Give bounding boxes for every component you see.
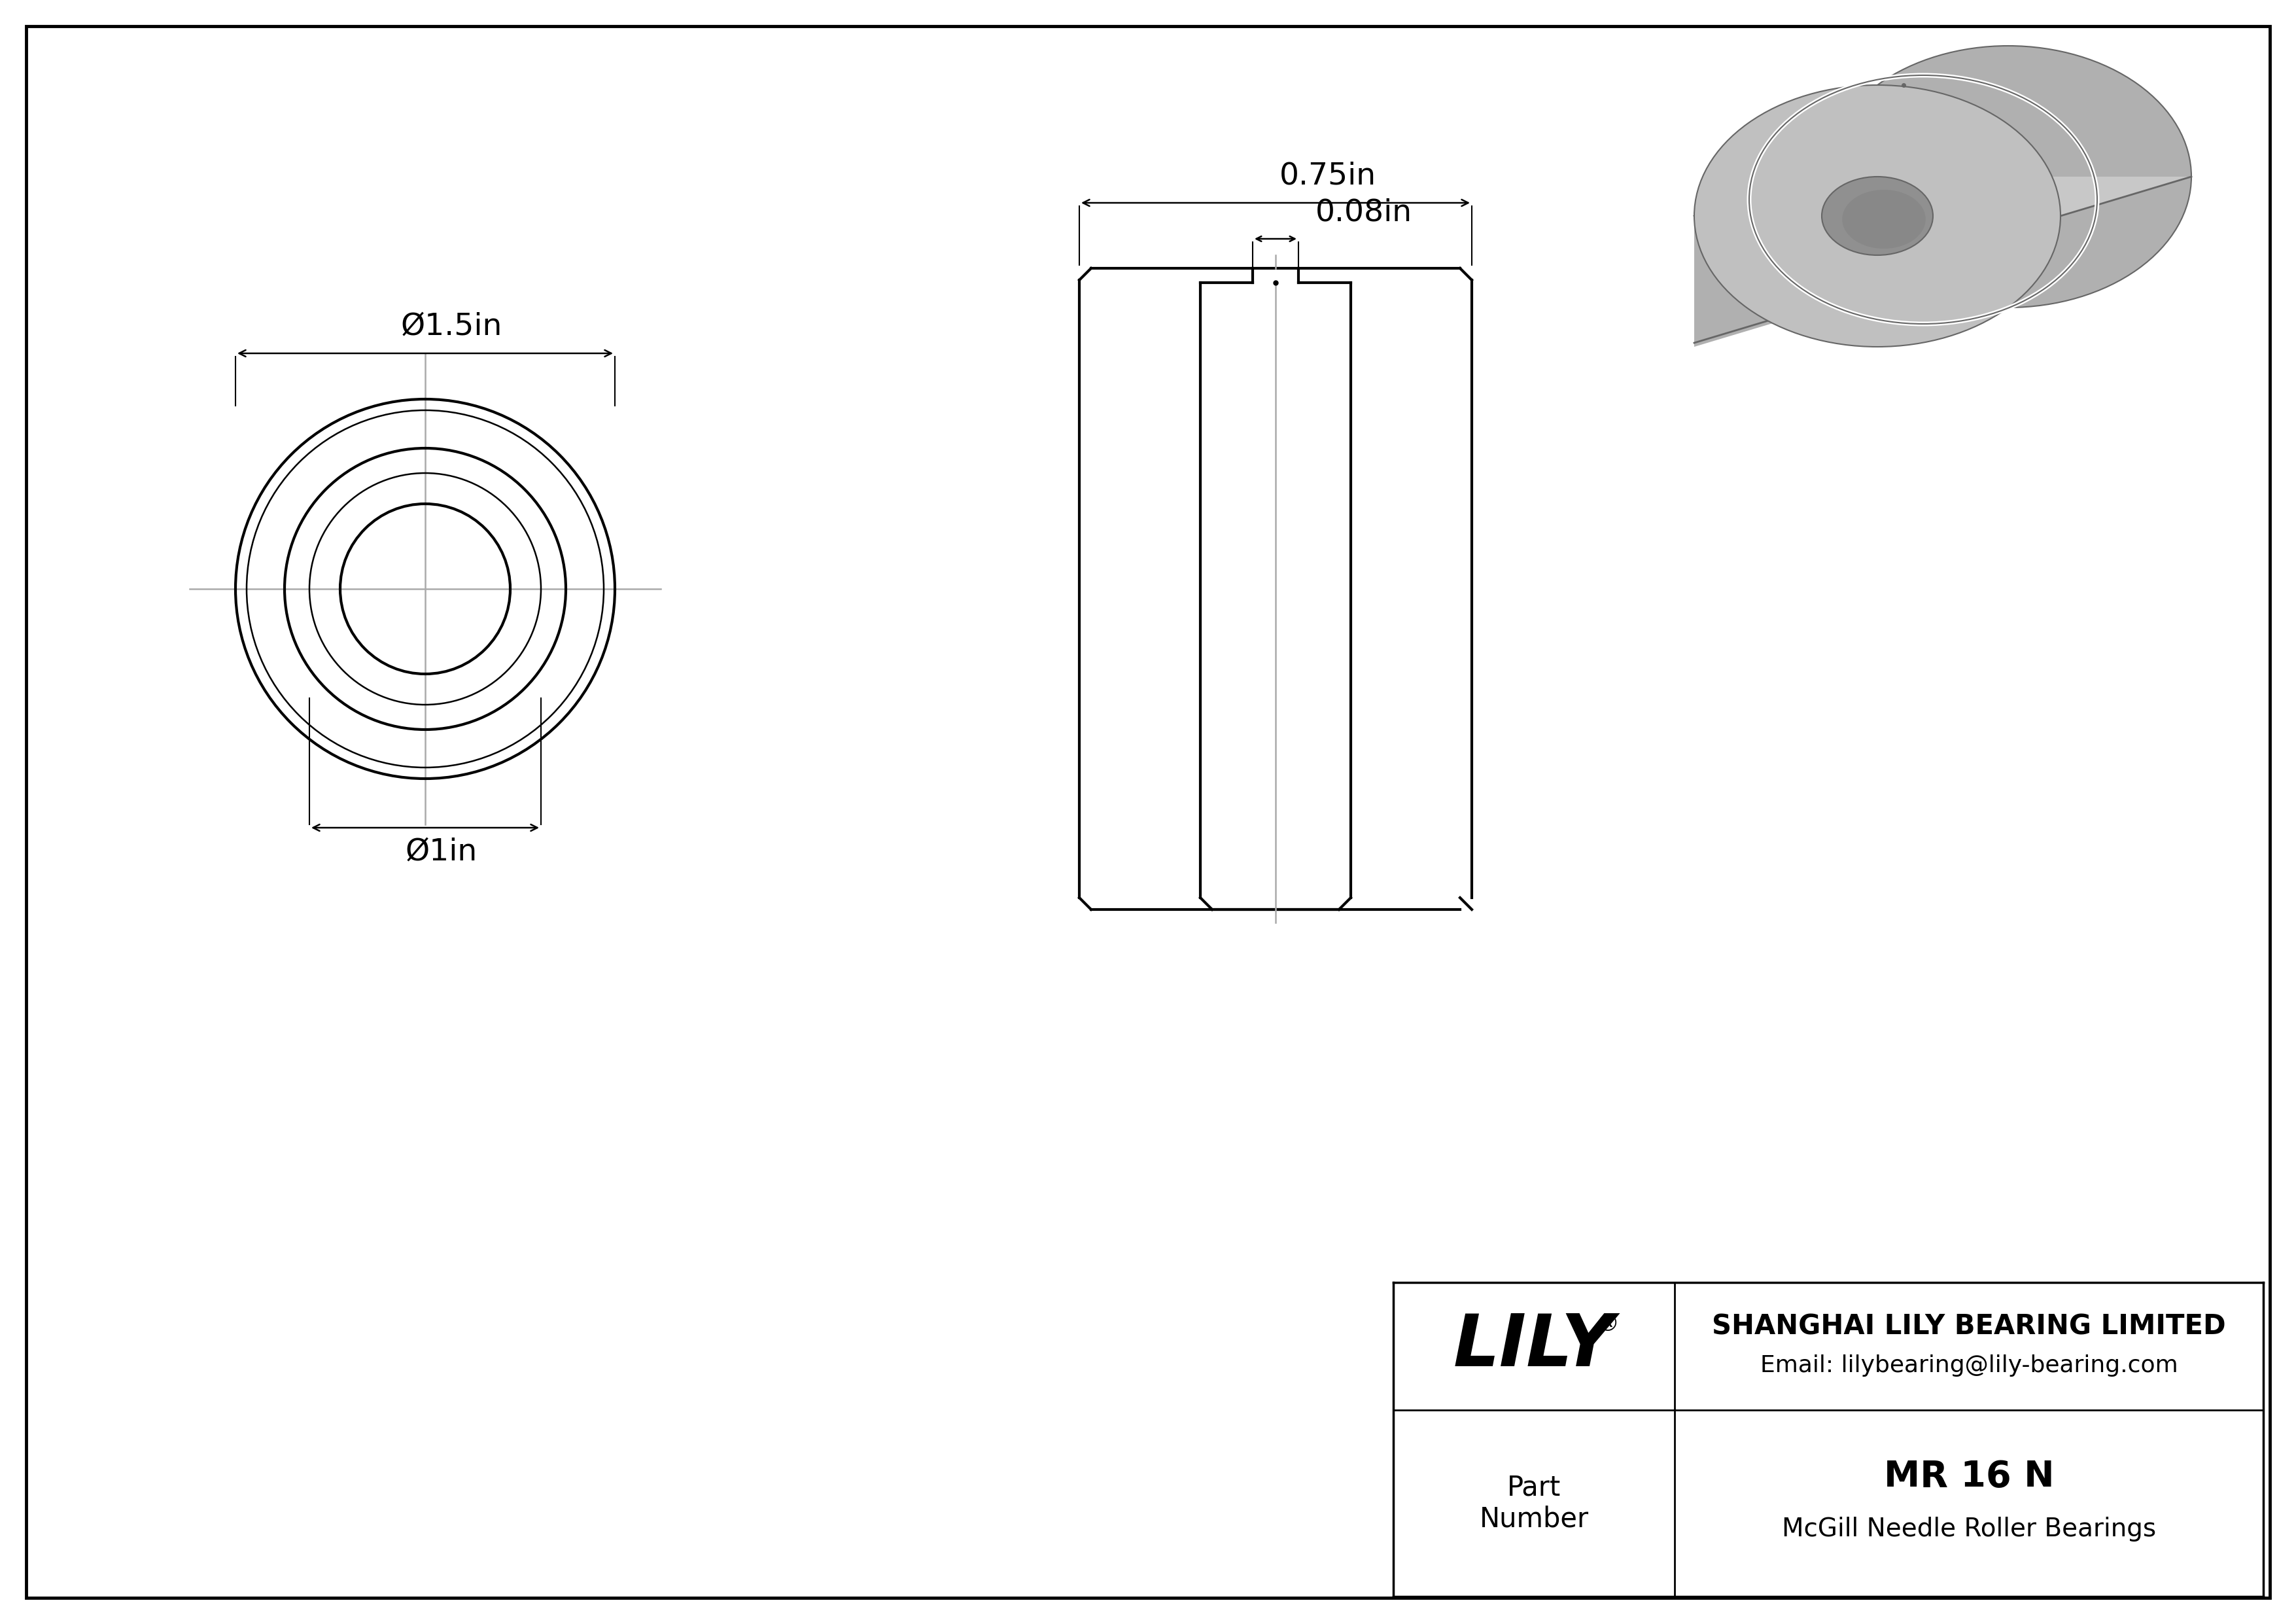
Text: McGill Needle Roller Bearings: McGill Needle Roller Bearings	[1782, 1517, 2156, 1541]
Text: Email: lilybearing@lily-bearing.com: Email: lilybearing@lily-bearing.com	[1761, 1354, 2179, 1377]
Text: MR 16 N: MR 16 N	[1883, 1460, 2055, 1494]
Text: 0.08in: 0.08in	[1316, 198, 1412, 227]
Text: Ø1.5in: Ø1.5in	[400, 312, 503, 341]
Text: Ø1in: Ø1in	[406, 838, 478, 867]
Text: LILY: LILY	[1453, 1311, 1614, 1382]
Ellipse shape	[1821, 177, 1933, 255]
Text: Part
Number: Part Number	[1479, 1473, 1589, 1533]
Polygon shape	[1694, 177, 2190, 216]
Text: SHANGHAI LILY BEARING LIMITED: SHANGHAI LILY BEARING LIMITED	[1713, 1312, 2225, 1340]
Ellipse shape	[1825, 45, 2190, 307]
Text: 0.75in: 0.75in	[1279, 162, 1375, 192]
Text: ®: ®	[1596, 1314, 1619, 1337]
Ellipse shape	[1694, 84, 2060, 348]
Ellipse shape	[1841, 190, 1926, 248]
Polygon shape	[1694, 177, 1825, 348]
